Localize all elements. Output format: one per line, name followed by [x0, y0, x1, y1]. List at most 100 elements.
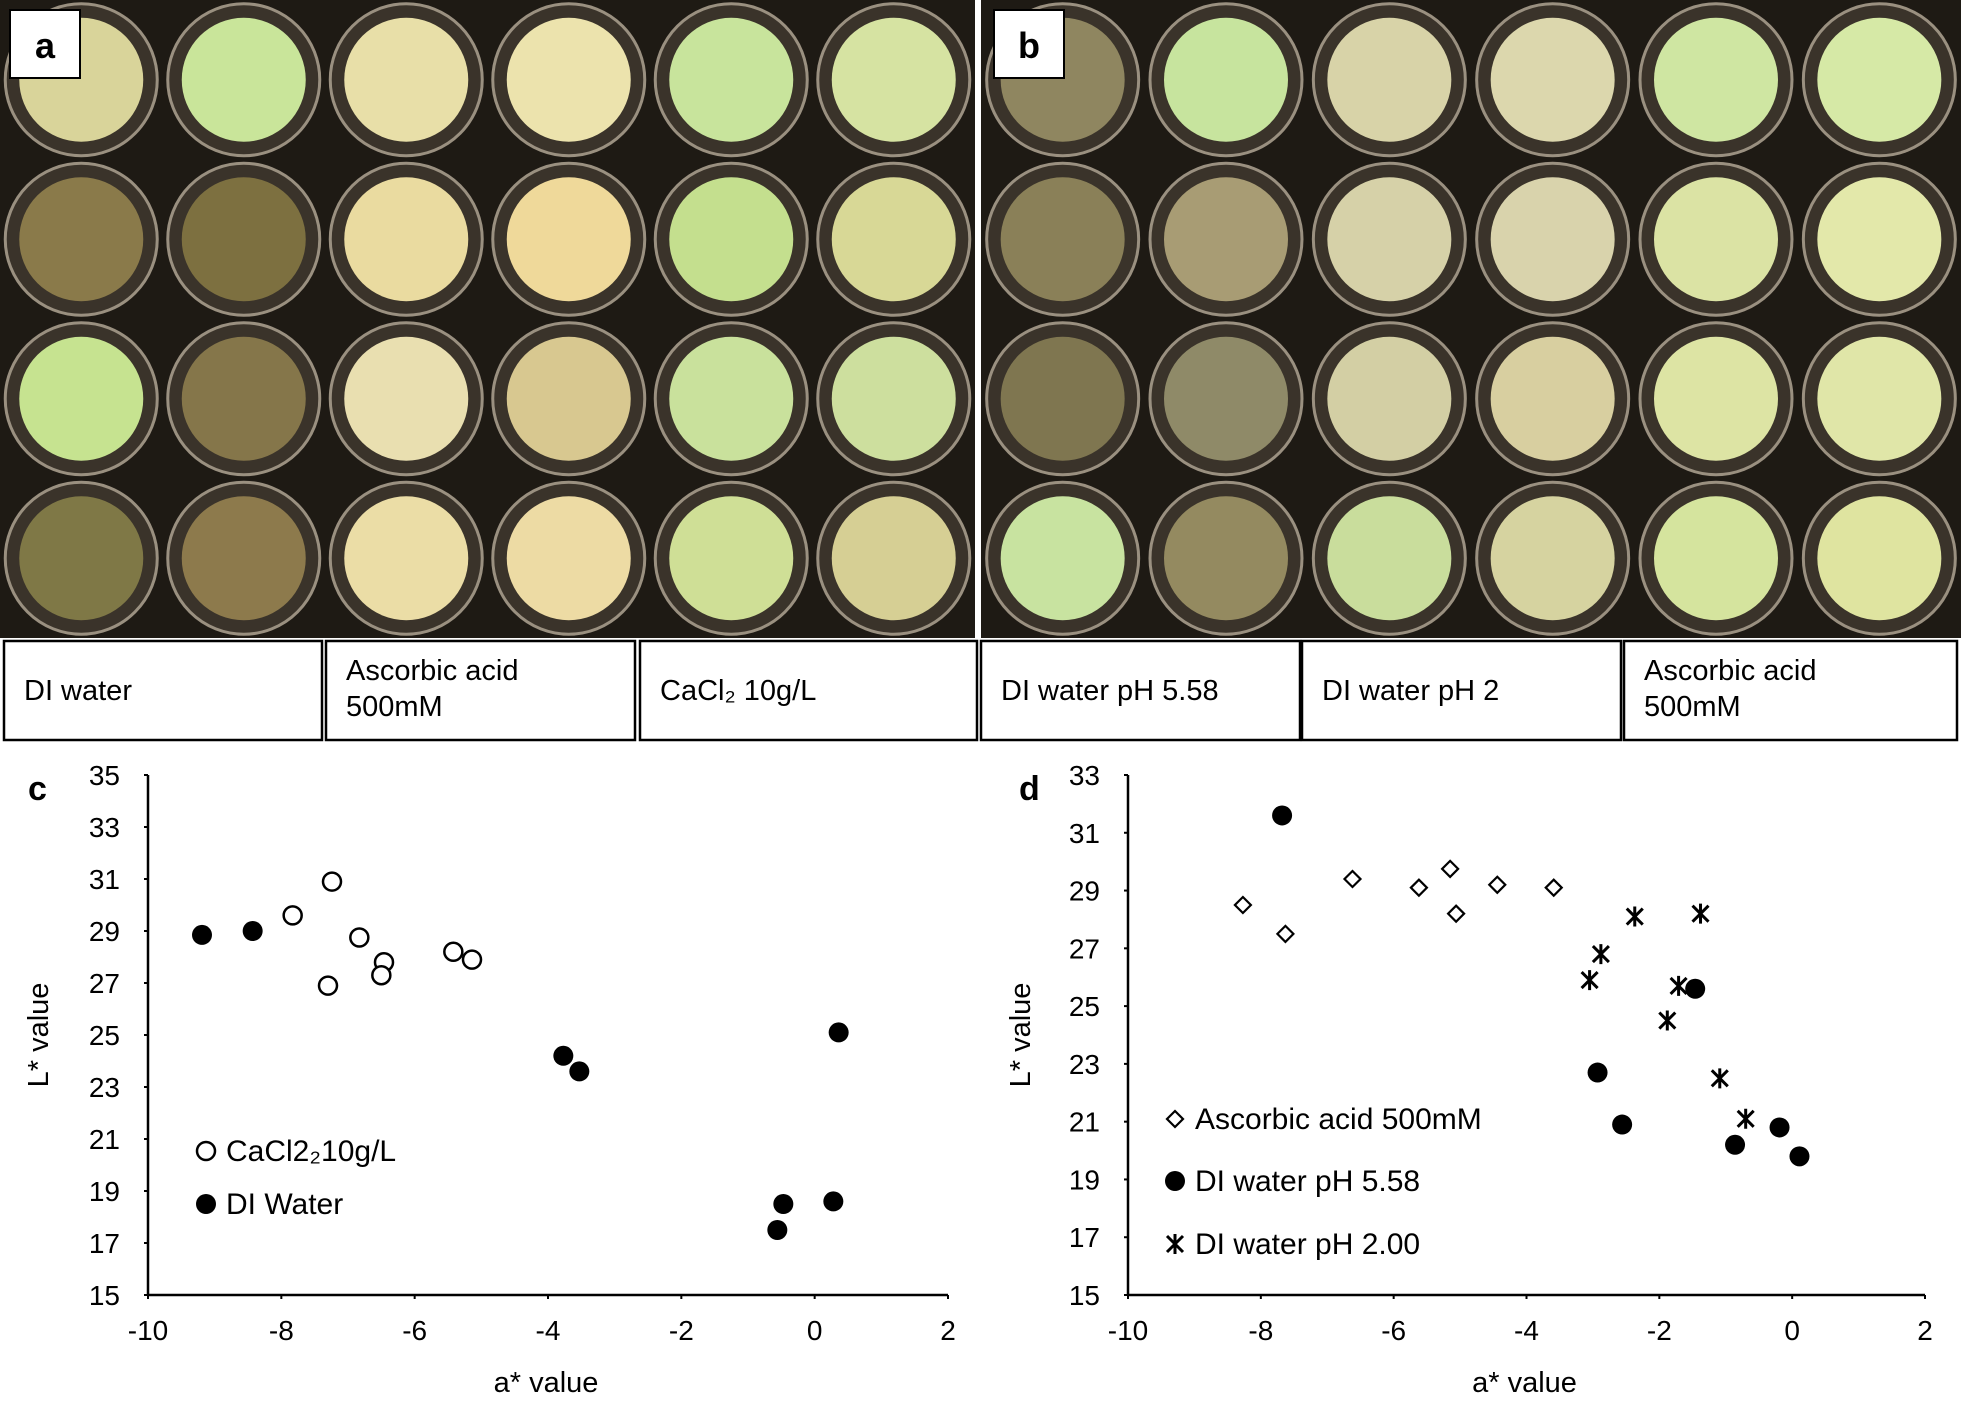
- well-sample: [506, 177, 631, 302]
- marker: [371, 964, 392, 986]
- photo-background: [0, 0, 975, 638]
- scatter-chart: d 15 17 19 21 23 25 27 29 31 33 -10 -8 -6 -4 -2 0 2 a* val…: [1005, 760, 1933, 1399]
- caption-text: DI water pH 2: [1322, 675, 1499, 707]
- y-tick-label: 17: [1069, 1222, 1100, 1253]
- well-sample: [1164, 17, 1288, 142]
- x-tick-label: 0: [807, 1315, 823, 1346]
- x-tick-label: 0: [1784, 1315, 1800, 1346]
- well-sample: [1164, 177, 1288, 302]
- y-tick-label: 15: [1069, 1280, 1100, 1311]
- x-tick-label: -2: [669, 1315, 694, 1346]
- well-sample: [831, 177, 956, 302]
- marker: [1275, 924, 1295, 944]
- legend-label: DI Water: [226, 1188, 343, 1221]
- well-sample: [1817, 177, 1942, 302]
- panel-label: a: [35, 25, 56, 66]
- x-tick-label: -2: [1647, 1315, 1672, 1346]
- photo-background: [981, 0, 1961, 638]
- marker: [773, 1194, 794, 1214]
- marker: [1342, 869, 1363, 889]
- well-sample: [831, 496, 956, 621]
- photo-divider: [975, 0, 981, 640]
- marker: [767, 1220, 788, 1240]
- well-sample: [1164, 336, 1288, 461]
- well-sample: [181, 496, 306, 621]
- well-sample: [19, 496, 144, 621]
- well-sample: [1817, 17, 1942, 142]
- well-sample: [1327, 17, 1452, 142]
- caption-text: CaCl₂ 10g/L: [660, 675, 816, 707]
- legend-label: DI water pH 5.58: [1195, 1165, 1420, 1198]
- well-sample: [1654, 17, 1778, 142]
- well-sample: [1654, 336, 1778, 461]
- y-tick-label: 21: [89, 1124, 120, 1155]
- y-tick-label: 17: [89, 1228, 120, 1259]
- marker: [1487, 875, 1507, 895]
- x-tick-label: 2: [940, 1315, 956, 1346]
- photo-panel: a: [0, 0, 975, 638]
- well-sample: [506, 496, 631, 621]
- marker: [1591, 944, 1610, 965]
- legend-marker: [196, 1194, 216, 1214]
- marker: [1736, 1108, 1755, 1129]
- caption-box: [2, 639, 324, 742]
- x-tick-label: -6: [1381, 1315, 1406, 1346]
- y-tick-label: 25: [89, 1020, 120, 1051]
- marker: [461, 949, 483, 970]
- well-sample: [1817, 336, 1942, 461]
- well-sample: [831, 17, 956, 142]
- marker: [1587, 1062, 1608, 1083]
- y-tick-label: 31: [89, 864, 120, 895]
- caption-text: 500mM: [1644, 691, 1741, 723]
- well-sample: [1490, 496, 1615, 621]
- y-tick-label: 21: [1069, 1107, 1100, 1138]
- y-tick-label: 33: [1069, 760, 1100, 791]
- marker: [1233, 895, 1253, 915]
- well-sample: [19, 177, 144, 302]
- caption-box: [324, 639, 637, 742]
- well-sample: [669, 177, 794, 302]
- marker: [282, 905, 303, 926]
- marker: [553, 1045, 574, 1066]
- x-tick-label: -4: [1514, 1315, 1539, 1346]
- well-sample: [1000, 177, 1125, 302]
- well-sample: [1164, 496, 1288, 621]
- marker: [1544, 878, 1564, 898]
- y-tick-label: 27: [89, 968, 120, 999]
- well-sample: [1000, 496, 1125, 621]
- caption-text: Ascorbic acid: [1644, 655, 1816, 687]
- panel-label-box: [993, 9, 1065, 79]
- well-sample: [344, 496, 469, 621]
- y-axis-title: L* value: [23, 983, 55, 1088]
- x-tick-label: -8: [1248, 1315, 1273, 1346]
- well-sample: [19, 336, 144, 461]
- legend-marker: [195, 1140, 217, 1162]
- y-tick-label: 23: [89, 1072, 120, 1103]
- x-tick-label: -8: [269, 1315, 294, 1346]
- y-tick-label: 33: [89, 812, 120, 843]
- panel-label: c: [28, 770, 47, 808]
- marker: [828, 1022, 849, 1043]
- y-axis-title: L* value: [1005, 983, 1037, 1088]
- well-sample: [181, 177, 306, 302]
- legend-label: DI water pH 2.00: [1195, 1228, 1420, 1261]
- marker: [1769, 1117, 1790, 1138]
- caption-text: DI water: [24, 675, 132, 707]
- marker: [1725, 1134, 1746, 1155]
- panel-label: d: [1019, 770, 1040, 808]
- legend-marker: [1165, 1109, 1185, 1129]
- well-sample: [1327, 496, 1452, 621]
- legend-label: Ascorbic acid 500mM: [1195, 1103, 1482, 1136]
- marker: [317, 975, 339, 996]
- legend-marker: [1165, 1171, 1185, 1191]
- y-tick-label: 31: [1069, 818, 1100, 849]
- well-sample: [1817, 496, 1942, 621]
- y-tick-label: 27: [1069, 933, 1100, 964]
- y-tick-label: 29: [1069, 876, 1100, 907]
- marker: [1440, 859, 1460, 879]
- marker: [1580, 970, 1599, 991]
- well-sample: [1490, 336, 1615, 461]
- y-tick-label: 35: [89, 760, 120, 791]
- marker: [242, 921, 263, 941]
